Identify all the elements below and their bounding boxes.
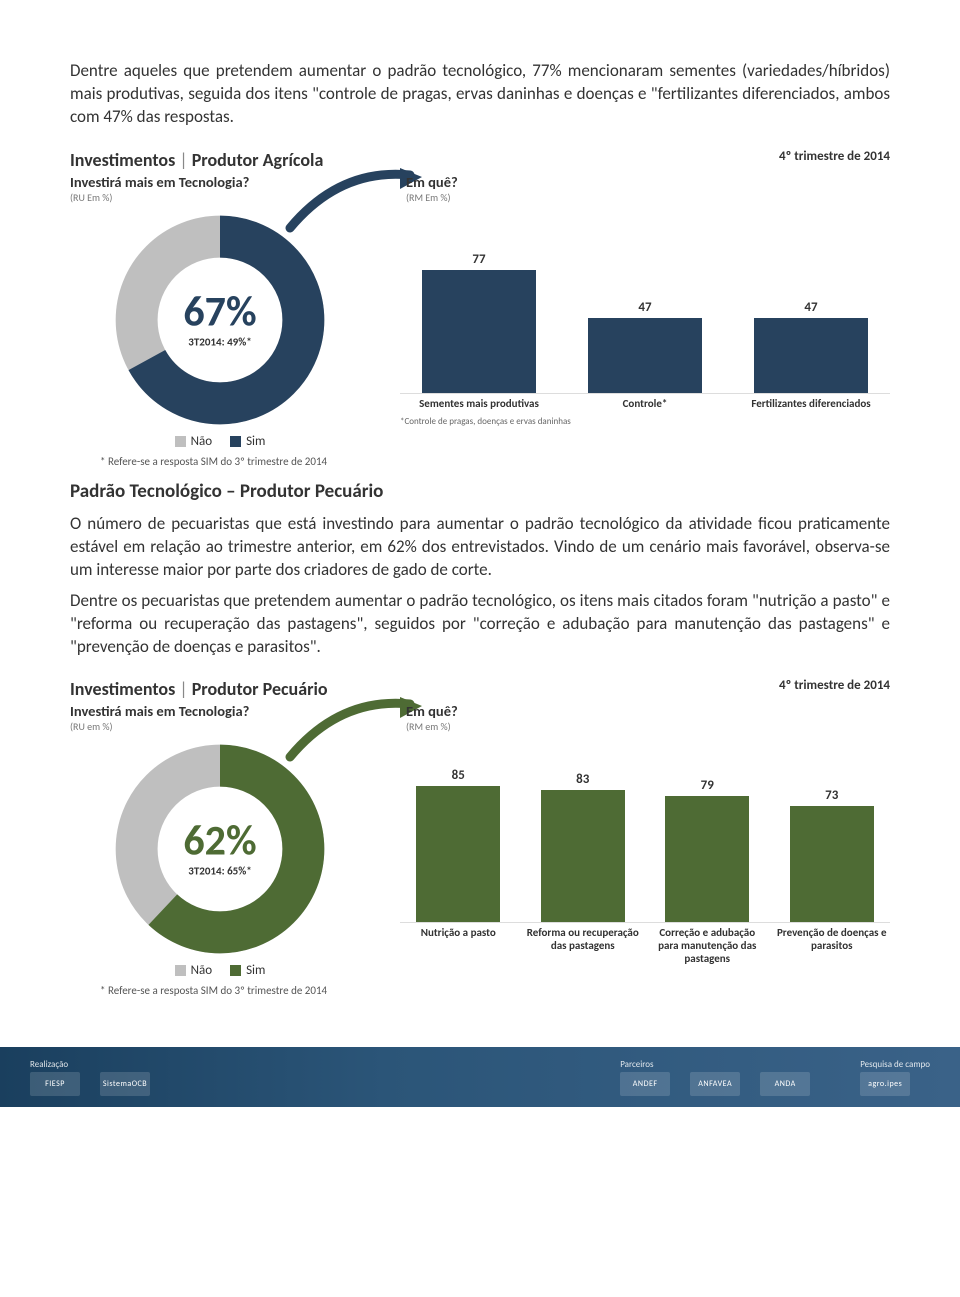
chart2-donut-pct: 62%: [183, 821, 256, 863]
intro-paragraph: Dentre aqueles que pretendem aumentar o …: [70, 60, 890, 129]
footer-realizacao-label: Realização: [30, 1059, 150, 1070]
bar-value: 79: [701, 778, 714, 793]
page-footer: Realização FIESP SistemaOCB Parceiros AND…: [0, 1047, 960, 1107]
bar-value: 85: [452, 768, 465, 783]
footer-logo: ANDEF: [620, 1072, 670, 1096]
chart1-donut-ref: 3T2014: 49%*: [183, 335, 256, 348]
chart1-legend: Não Sim: [70, 434, 370, 449]
chart1-bars-sub: (RM Em %): [406, 191, 890, 204]
bar-rect: [416, 786, 500, 922]
bar-label: Sementes mais produtivas: [400, 398, 558, 411]
chart2-legend: Não Sim: [70, 963, 370, 978]
section-title-pecuario: Padrão Tecnológico – Produtor Pecuário: [70, 480, 890, 503]
bar-column: 47: [732, 214, 890, 393]
chart1-bars-question: Em quê?: [406, 173, 890, 191]
bar-column: 73: [774, 743, 891, 922]
chart1-bars-note: *Controle de pragas, doenças e ervas dan…: [400, 416, 890, 427]
footer-pesquisa-label: Pesquisa de campo: [860, 1059, 930, 1070]
bar-label: Nutrição a pasto: [400, 927, 517, 965]
chart1-donut-pct: 67%: [183, 291, 256, 333]
bar-value: 47: [804, 300, 817, 315]
bar-rect: [665, 796, 749, 922]
bar-rect: [754, 318, 868, 393]
mid-paragraph-2: Dentre os pecuaristas que pretendem aume…: [70, 590, 890, 659]
footer-logo: FIESP: [30, 1072, 80, 1096]
chart2-bars-question: Em quê?: [406, 702, 890, 720]
bar-column: 77: [400, 214, 558, 393]
chart2-period: 4º trimestre de 2014: [779, 678, 890, 693]
footer-parceiros-label: Parceiros: [620, 1059, 810, 1070]
bar-column: 85: [400, 743, 517, 922]
bar-rect: [422, 270, 536, 393]
bar-label: Prevenção de doenças e parasitos: [774, 927, 891, 965]
bar-column: 47: [566, 214, 724, 393]
chart2-bars-sub: (RM em %): [406, 720, 890, 733]
chart2-donut-ref: 3T2014: 65%*: [183, 865, 256, 878]
chart2-footnote: * Refere-se a resposta SIM do 3º trimest…: [100, 984, 370, 997]
bar-label: Reforma ou recuperação das pastagens: [525, 927, 642, 965]
chart1-footnote: * Refere-se a resposta SIM do 3º trimest…: [100, 455, 370, 468]
footer-logo: agro.ipes: [860, 1072, 910, 1096]
bar-rect: [588, 318, 702, 393]
footer-logo: ANFAVEA: [690, 1072, 740, 1096]
footer-logo: ANDA: [760, 1072, 810, 1096]
bar-column: 79: [649, 743, 766, 922]
bar-label: Fertilizantes diferenciados: [732, 398, 890, 411]
footer-logo: SistemaOCB: [100, 1072, 150, 1096]
chart1-period: 4º trimestre de 2014: [779, 149, 890, 164]
bar-column: 83: [525, 743, 642, 922]
bar-label: Controle*: [566, 398, 724, 411]
chart-pecuario: Investimentos | Produtor Pecuário 4º tri…: [70, 678, 890, 997]
bar-rect: [790, 806, 874, 923]
mid-paragraph-1: O número de pecuaristas que está investi…: [70, 513, 890, 582]
bar-value: 77: [472, 252, 485, 267]
bar-value: 73: [825, 788, 838, 803]
bar-value: 83: [576, 772, 589, 787]
bar-value: 47: [638, 300, 651, 315]
chart-agricola: Investimentos | Produtor Agrícola 4º tri…: [70, 149, 890, 468]
bar-rect: [541, 790, 625, 923]
bar-label: Correção e adubação para manutenção das …: [649, 927, 766, 965]
